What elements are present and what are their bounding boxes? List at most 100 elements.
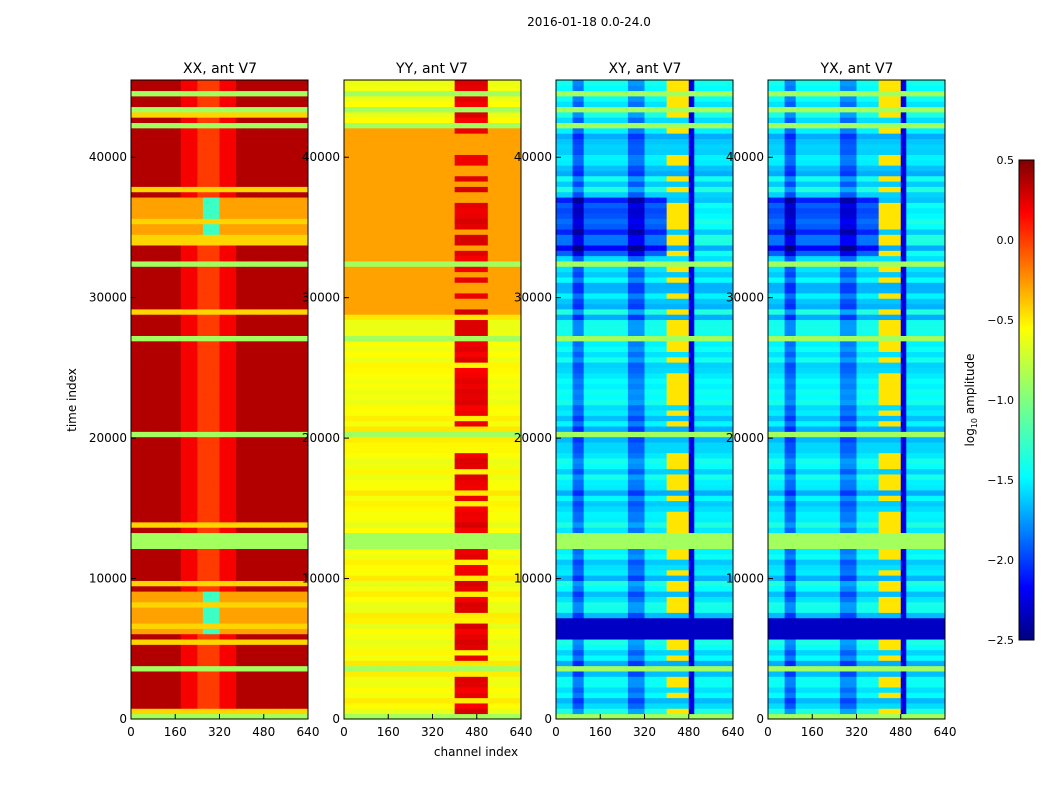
heatmap-cell (269, 213, 276, 219)
heatmap-cell (241, 463, 248, 470)
heatmap-cell (147, 474, 154, 480)
heatmap-cell (169, 591, 176, 597)
heatmap-cell (158, 218, 165, 225)
heatmap-cell (197, 527, 204, 534)
heatmap-cell (208, 308, 215, 315)
heatmap-cell (131, 282, 137, 289)
heatmap-cell (460, 548, 467, 555)
heatmap-cell (263, 703, 270, 709)
heatmap-cell (269, 165, 276, 171)
heatmap-cell (169, 218, 176, 225)
heatmap-cell (142, 383, 148, 390)
heatmap-cell (197, 553, 204, 560)
heatmap-cell (197, 218, 204, 225)
heatmap-cell (191, 245, 198, 251)
heatmap-cell (355, 601, 361, 608)
heatmap-cell (388, 553, 395, 560)
heatmap-cell (296, 548, 303, 555)
heatmap-cell (274, 521, 281, 528)
heatmap-cell (153, 623, 160, 629)
heatmap-cell (344, 553, 350, 560)
heatmap-cell (296, 106, 303, 113)
heatmap-cell (169, 186, 176, 193)
heatmap-cell (404, 532, 411, 539)
heatmap-cell (136, 527, 143, 534)
heatmap-cell (208, 213, 215, 219)
heatmap-cell (142, 85, 148, 92)
heatmap-cell (285, 346, 292, 352)
heatmap-cell (258, 117, 265, 123)
heatmap-cell (252, 479, 259, 486)
heatmap-cell (366, 655, 373, 661)
heatmap-cell (471, 580, 478, 587)
heatmap-cell (280, 697, 287, 704)
heatmap-cell (355, 585, 361, 592)
heatmap-cell (236, 154, 243, 161)
heatmap-cell (460, 585, 467, 592)
heatmap-cell (197, 356, 204, 363)
heatmap-cell (147, 95, 154, 102)
heatmap-cell (241, 580, 248, 587)
heatmap-cell (142, 671, 148, 677)
heatmap-cell (482, 559, 489, 565)
heatmap-cell (158, 458, 165, 464)
heatmap-cell (164, 500, 171, 507)
heatmap-cell (131, 394, 137, 400)
heatmap-cell (197, 95, 204, 102)
heatmap-cell (252, 213, 259, 219)
heatmap-cell (213, 239, 220, 246)
heatmap-cell (142, 617, 148, 624)
heatmap-cell (202, 591, 209, 597)
heatmap-cell (454, 553, 461, 560)
heatmap-cell (258, 692, 265, 699)
heatmap-cell (377, 639, 384, 645)
heatmap-cell (136, 628, 143, 635)
heatmap-cell (236, 703, 243, 709)
heatmap-cell (158, 596, 165, 603)
heatmap-cell (202, 202, 209, 209)
heatmap-cell (493, 612, 500, 619)
heatmap-cell (274, 500, 281, 507)
heatmap-cell (280, 601, 287, 608)
heatmap-cell (131, 324, 137, 331)
heatmap-cell (186, 548, 193, 555)
heatmap-cell (164, 585, 171, 592)
heatmap-cell (291, 506, 298, 512)
heatmap-cell (274, 154, 281, 161)
heatmap-cells (344, 80, 522, 720)
heatmap-cell (169, 452, 176, 459)
heatmap-cell (197, 697, 204, 704)
heatmap-cell (355, 617, 361, 624)
heatmap-cell (147, 468, 154, 475)
heatmap-cell (230, 426, 237, 432)
heatmap-cell (252, 101, 259, 108)
heatmap-cell (208, 442, 215, 448)
heatmap-cell (296, 623, 303, 629)
heatmap-cell (247, 660, 254, 667)
heatmap-cell (269, 356, 276, 363)
heatmap-cell (230, 308, 237, 315)
heatmap-cell (454, 639, 461, 645)
heatmap-cell (180, 277, 187, 283)
heatmap-cell (460, 623, 467, 629)
heatmap-cell (296, 628, 303, 635)
heatmap-cell (410, 671, 417, 677)
heatmap-cell (142, 436, 148, 443)
heatmap-cell (404, 665, 411, 672)
heatmap-cell (443, 687, 450, 693)
heatmap-cell (202, 415, 209, 422)
heatmap-cell (269, 580, 276, 587)
heatmap-cell (247, 197, 254, 203)
heatmap-cell (344, 623, 350, 629)
heatmap-cell (460, 537, 467, 544)
heatmap-cell (175, 234, 182, 241)
heatmap-cell (438, 580, 444, 587)
heatmap-cell (225, 474, 231, 480)
heatmap-cell (169, 628, 176, 635)
heatmap-cell (280, 436, 287, 443)
heatmap-cell (186, 293, 193, 299)
heatmap-cell (258, 170, 265, 177)
heatmap-cell (191, 154, 198, 161)
heatmap-cell (236, 436, 243, 443)
heatmap-cell (164, 335, 171, 342)
